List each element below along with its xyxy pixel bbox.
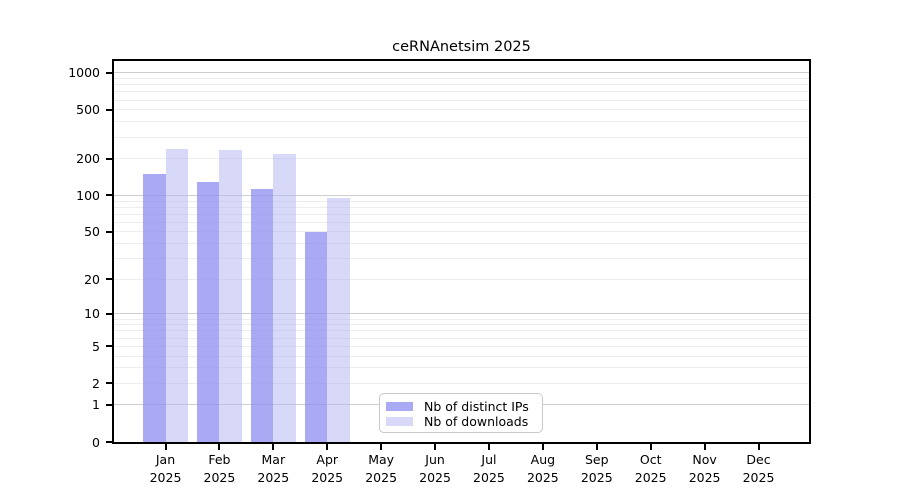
grid-line-minor — [114, 231, 809, 233]
y-tick-mark — [106, 194, 112, 197]
bar-distinct-ips-feb — [196, 181, 220, 442]
y-tick-label: 0 — [92, 434, 100, 450]
y-tick-label: 100 — [76, 187, 100, 203]
x-tick-mark — [649, 444, 652, 450]
y-tick-mark — [106, 157, 112, 160]
grid-line-minor — [114, 258, 809, 260]
legend: Nb of distinct IPs Nb of downloads — [379, 393, 543, 433]
grid-line-minor — [114, 158, 809, 160]
chart-title: ceRNAnetsim 2025 — [392, 39, 531, 55]
y-tick-mark — [106, 71, 112, 74]
grid-line-minor — [114, 78, 809, 80]
x-tick-label-sep: Sep 2025 — [580, 452, 613, 485]
x-tick-label-apr: Apr 2025 — [311, 452, 344, 485]
bar-downloads-feb — [219, 149, 242, 442]
x-tick-mark — [164, 444, 167, 450]
x-tick-mark — [757, 444, 760, 450]
bar-downloads-jan — [165, 148, 188, 442]
bar-distinct-ips-mar — [250, 189, 274, 442]
y-tick-mark — [106, 278, 112, 281]
y-tick-label: 500 — [76, 102, 100, 118]
y-tick-label: 2 — [92, 375, 100, 391]
x-tick-mark — [595, 444, 598, 450]
grid-line-minor — [114, 337, 809, 339]
y-tick-label: 200 — [76, 151, 100, 167]
grid-line-minor — [114, 221, 809, 223]
x-tick-mark — [380, 444, 383, 450]
grid-line-minor — [114, 278, 809, 280]
grid-line-minor — [114, 324, 809, 326]
x-tick-label-mar: Mar 2025 — [257, 452, 290, 485]
legend-label-distinct-ips: Nb of distinct IPs — [424, 399, 529, 414]
y-tick-mark — [106, 345, 112, 348]
grid-line-minor — [114, 109, 809, 111]
grid-line-minor — [114, 318, 809, 320]
grid-line-minor — [114, 355, 809, 357]
legend-swatch-downloads — [386, 417, 413, 426]
x-tick-label-nov: Nov 2025 — [688, 452, 721, 485]
grid-line-minor — [114, 330, 809, 332]
grid-line-minor — [114, 243, 809, 245]
y-tick-label: 5 — [92, 338, 100, 354]
bar-distinct-ips-apr — [304, 231, 328, 442]
x-tick-label-jan: Jan 2025 — [149, 452, 182, 485]
x-tick-mark — [326, 444, 329, 450]
y-tick-mark — [106, 108, 112, 111]
x-tick-label-feb: Feb 2025 — [203, 452, 236, 485]
bar-downloads-apr — [327, 197, 350, 442]
x-tick-mark — [541, 444, 544, 450]
grid-line-minor — [114, 213, 809, 215]
legend-label-downloads: Nb of downloads — [424, 414, 529, 429]
grid-line-minor — [114, 200, 809, 202]
y-tick-mark — [106, 382, 112, 385]
x-tick-mark — [434, 444, 437, 450]
grid-line-minor — [114, 206, 809, 208]
grid-line-minor — [114, 136, 809, 138]
x-tick-label-jul: Jul 2025 — [473, 452, 505, 485]
x-tick-label-oct: Oct 2025 — [634, 452, 667, 485]
legend-entry-downloads: Nb of downloads — [386, 414, 542, 429]
grid-line-minor — [114, 121, 809, 123]
grid-line-minor — [114, 345, 809, 347]
grid-line-major — [114, 313, 809, 315]
bar-downloads-mar — [273, 153, 296, 442]
x-tick-mark — [218, 444, 221, 450]
x-tick-label-dec: Dec 2025 — [742, 452, 775, 485]
x-tick-mark — [487, 444, 490, 450]
grid-line-minor — [114, 382, 809, 384]
y-tick-mark — [106, 441, 112, 443]
y-tick-mark — [106, 403, 112, 406]
y-tick-mark — [106, 230, 112, 233]
x-tick-mark — [703, 444, 706, 450]
plot-frame — [112, 59, 811, 444]
legend-swatch-distinct-ips — [386, 402, 413, 411]
grid-line-minor — [114, 91, 809, 93]
y-tick-label: 10 — [84, 306, 100, 322]
grid-line-major — [114, 194, 809, 196]
x-tick-label-may: May 2025 — [365, 452, 398, 485]
x-tick-label-jun: Jun 2025 — [419, 452, 451, 485]
y-tick-label: 20 — [84, 271, 100, 287]
grid-line-minor — [114, 367, 809, 369]
grid-line-minor — [114, 99, 809, 101]
legend-entry-distinct-ips: Nb of distinct IPs — [386, 399, 542, 414]
grid-line-major — [114, 72, 809, 74]
y-tick-label: 1 — [92, 397, 100, 413]
bar-distinct-ips-jan — [143, 173, 166, 442]
x-tick-mark — [272, 444, 275, 450]
y-tick-mark — [106, 312, 112, 315]
grid-line-minor — [114, 84, 809, 86]
y-tick-label: 1000 — [68, 65, 100, 81]
x-tick-label-aug: Aug 2025 — [526, 452, 559, 485]
y-tick-label: 50 — [84, 224, 100, 240]
